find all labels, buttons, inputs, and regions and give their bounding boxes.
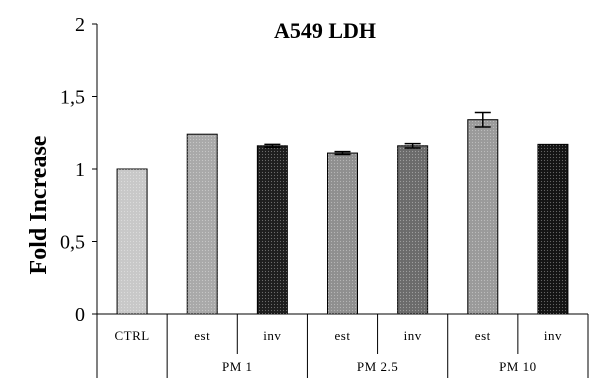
x-axis-ticks: CTRL est inv est inv est inv [96, 314, 589, 378]
y-axis-label: Fold Increase [26, 135, 52, 274]
y-tick-label: 1,5 [60, 87, 85, 109]
x-tick-label: inv [544, 328, 562, 343]
bar-texture [537, 144, 568, 314]
y-tick-label: 0,5 [60, 232, 85, 254]
x-group-label: PM 1 [222, 359, 253, 374]
chart-title: A549 LDH [274, 18, 376, 43]
x-tick-label: est [194, 328, 210, 343]
x-group-label: PM 2.5 [357, 359, 398, 374]
y-axis-ticks: 0 0,5 1 1,5 2 [60, 14, 97, 326]
y-tick-label: 2 [75, 14, 85, 36]
x-tick-label: inv [404, 328, 422, 343]
bar-texture [467, 119, 498, 314]
x-axis-groups: PM 1 PM 2.5 PM 10 [222, 359, 537, 374]
x-tick-label: CTRL [114, 328, 149, 343]
bar-texture [117, 169, 148, 314]
bar-texture [187, 134, 218, 314]
x-group-label: PM 10 [499, 359, 537, 374]
bar-texture [397, 145, 428, 314]
bars [116, 111, 569, 315]
x-tick-label: est [335, 328, 351, 343]
x-tick-label: est [475, 328, 491, 343]
bar-texture [257, 145, 288, 314]
y-tick-label: 0 [75, 304, 85, 326]
x-tick-label: inv [263, 328, 281, 343]
y-tick-label: 1 [75, 159, 85, 181]
bar-texture [327, 153, 358, 314]
